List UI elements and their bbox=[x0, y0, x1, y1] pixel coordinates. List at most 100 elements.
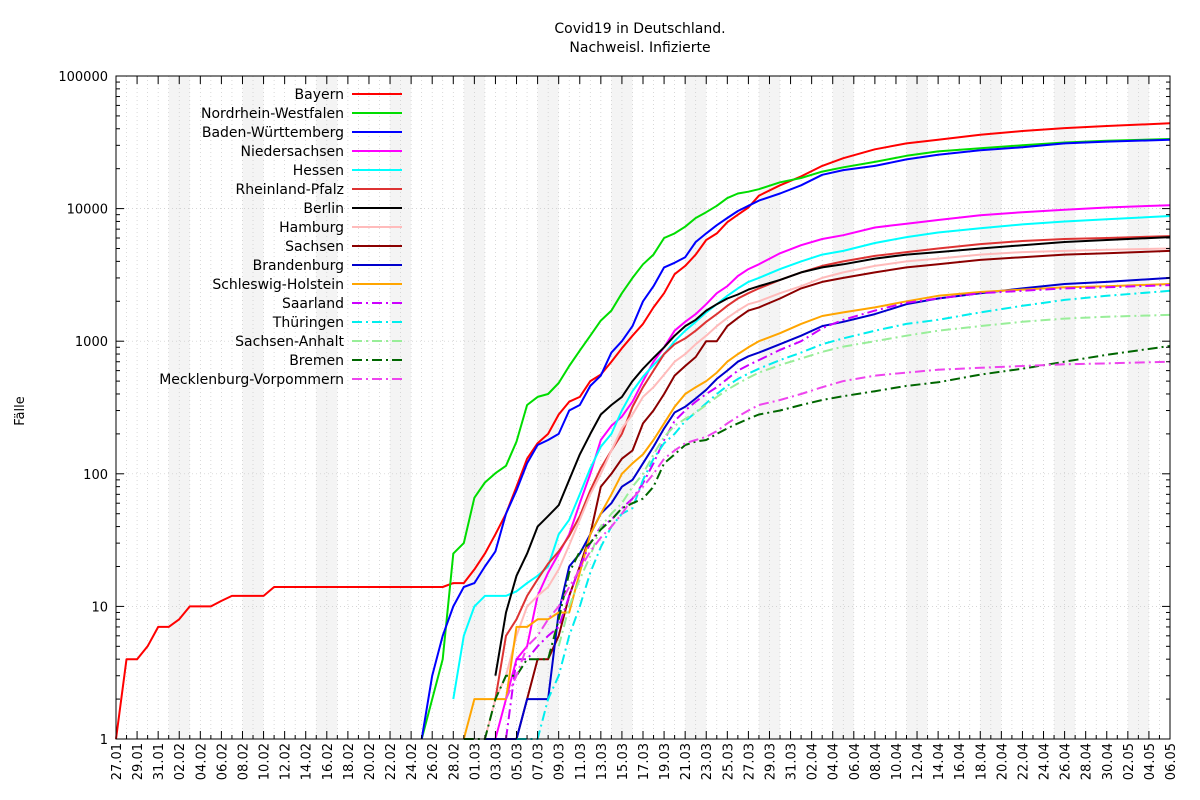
weekend-band bbox=[832, 76, 854, 739]
x-tick-label: 13.03 bbox=[595, 743, 610, 780]
x-tick-label: 28.02 bbox=[447, 743, 462, 780]
series-line bbox=[494, 236, 1171, 676]
x-tick-label: 29.03 bbox=[763, 743, 778, 780]
x-tick-label: 24.04 bbox=[1038, 743, 1053, 780]
weekend-band bbox=[390, 76, 412, 739]
x-tick-label: 09.03 bbox=[553, 743, 568, 780]
legend-label: Bremen bbox=[289, 353, 344, 369]
weekend-band bbox=[758, 76, 781, 739]
series-line bbox=[483, 247, 1171, 740]
legend-label: Thüringen bbox=[272, 315, 344, 331]
x-axis-ticks: 27.01 29.01 31.01 02.02 04.02 06.02 08.02 10.02… bbox=[110, 76, 1179, 780]
weekend-band bbox=[1054, 76, 1076, 739]
weekend-band bbox=[168, 76, 190, 739]
chart-title-line-2: Nachweisl. Infizierte bbox=[569, 40, 710, 56]
weekend-band bbox=[685, 76, 707, 739]
x-tick-label: 06.05 bbox=[1164, 743, 1179, 780]
x-tick-label: 18.04 bbox=[974, 743, 989, 780]
weekend-band bbox=[242, 76, 264, 739]
x-tick-label: 27.03 bbox=[742, 743, 757, 780]
x-tick-label: 19.03 bbox=[658, 743, 673, 780]
x-tick-label: 04.02 bbox=[194, 743, 209, 780]
x-tick-label: 26.04 bbox=[1059, 743, 1074, 780]
legend-label: Sachsen bbox=[285, 239, 344, 255]
weekend-band bbox=[906, 76, 928, 739]
x-tick-label: 29.01 bbox=[131, 743, 146, 780]
x-tick-label: 18.02 bbox=[342, 743, 357, 780]
x-tick-label: 31.01 bbox=[152, 743, 167, 780]
weekend-shading bbox=[168, 76, 1149, 739]
x-tick-label: 06.02 bbox=[215, 743, 230, 780]
series-line bbox=[505, 360, 1171, 700]
legend-label: Nordrhein-Westfalen bbox=[201, 106, 344, 122]
legend-label: Mecklenburg-Vorpommern bbox=[159, 372, 344, 388]
series-line bbox=[494, 235, 1171, 700]
grid bbox=[116, 76, 1170, 739]
plot-frame bbox=[115, 75, 1171, 740]
series-line bbox=[505, 284, 1171, 740]
x-tick-label: 24.02 bbox=[405, 743, 420, 780]
x-tick-label: 02.05 bbox=[1122, 743, 1137, 780]
series-lines bbox=[115, 122, 1171, 740]
x-tick-label: 03.03 bbox=[489, 743, 504, 780]
x-tick-label: 23.03 bbox=[700, 743, 715, 780]
series-line bbox=[452, 215, 1171, 700]
x-tick-label: 22.02 bbox=[384, 743, 399, 780]
x-tick-label: 30.04 bbox=[1101, 743, 1116, 780]
x-tick-label: 10.04 bbox=[890, 743, 905, 780]
legend-label: Saarland bbox=[282, 296, 344, 312]
x-tick-label: 12.04 bbox=[911, 743, 926, 780]
series-line bbox=[484, 276, 1171, 740]
x-tick-label: 15.03 bbox=[616, 743, 631, 780]
series-line bbox=[557, 313, 1171, 647]
series-line bbox=[516, 289, 1171, 740]
legend-label: Sachsen-Anhalt bbox=[235, 334, 344, 350]
x-tick-label: 10.02 bbox=[258, 743, 273, 780]
legend-label: Rheinland-Pfalz bbox=[236, 182, 344, 198]
legend-label: Baden-Württemberg bbox=[202, 125, 344, 141]
x-tick-label: 16.04 bbox=[953, 743, 968, 780]
x-tick-label: 11.03 bbox=[574, 743, 589, 780]
weekend-band bbox=[611, 76, 633, 739]
legend-label: Brandenburg bbox=[253, 258, 344, 274]
y-tick-label: 10000 bbox=[67, 203, 108, 218]
y-axis-ticks: 1 10 100 1000 10000 100000 bbox=[58, 70, 1170, 748]
legend-label: Hessen bbox=[293, 163, 344, 179]
y-axis-label: Fälle bbox=[13, 396, 28, 425]
x-tick-label: 14.02 bbox=[300, 743, 315, 780]
x-tick-label: 14.04 bbox=[932, 743, 947, 780]
weekend-band bbox=[463, 76, 485, 739]
x-tick-label: 22.04 bbox=[1016, 743, 1031, 780]
x-tick-label: 16.02 bbox=[321, 743, 336, 780]
legend-label: Niedersachsen bbox=[241, 144, 344, 160]
series-line bbox=[420, 138, 1171, 740]
series-line bbox=[115, 122, 1171, 740]
y-tick-label: 100000 bbox=[58, 70, 108, 85]
weekend-band bbox=[980, 76, 1002, 739]
x-tick-label: 20.04 bbox=[995, 743, 1010, 780]
x-tick-label: 25.03 bbox=[721, 743, 736, 780]
y-tick-label: 1000 bbox=[75, 335, 108, 350]
x-tick-label: 31.03 bbox=[785, 743, 800, 780]
x-tick-label: 26.02 bbox=[426, 743, 441, 780]
x-tick-label: 27.01 bbox=[110, 743, 125, 780]
legend: Bayern Nordrhein-Westfalen Baden-Württembe… bbox=[159, 87, 402, 388]
x-tick-label: 21.03 bbox=[679, 743, 694, 780]
legend-label: Bayern bbox=[295, 87, 344, 103]
x-tick-label: 01.03 bbox=[468, 743, 483, 780]
x-tick-label: 05.03 bbox=[511, 743, 526, 780]
x-tick-label: 12.02 bbox=[279, 743, 294, 780]
x-tick-label: 02.04 bbox=[806, 743, 821, 780]
y-tick-label: 10 bbox=[91, 600, 108, 615]
chart-title-line-1: Covid19 in Deutschland. bbox=[554, 21, 725, 37]
legend-label: Hamburg bbox=[279, 220, 344, 236]
x-tick-label: 28.04 bbox=[1080, 743, 1095, 780]
series-line bbox=[462, 283, 1171, 740]
legend-label: Berlin bbox=[303, 201, 344, 217]
x-tick-label: 04.04 bbox=[827, 743, 842, 780]
x-tick-label: 17.03 bbox=[637, 743, 652, 780]
series-line bbox=[420, 138, 1171, 740]
x-tick-label: 20.02 bbox=[363, 743, 378, 780]
x-tick-label: 07.03 bbox=[532, 743, 547, 780]
y-tick-label: 1 bbox=[100, 733, 108, 748]
